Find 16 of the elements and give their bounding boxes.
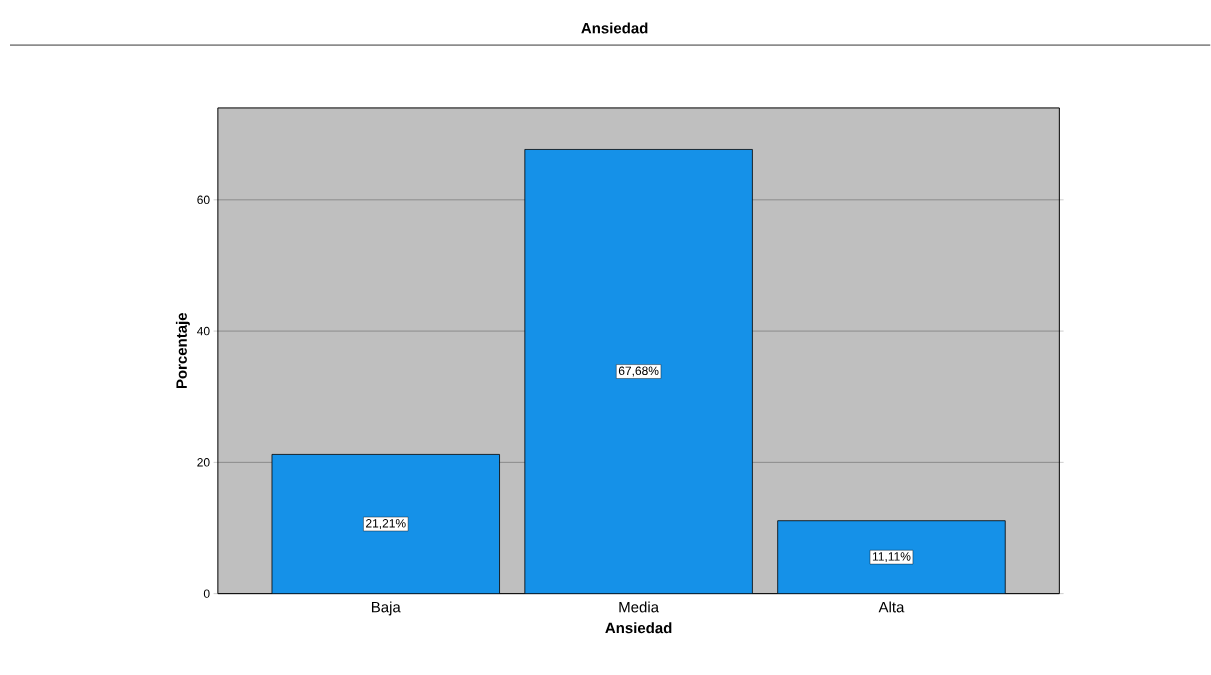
y-tick-label: 40: [197, 327, 210, 336]
y-axis-title: Porcentaje: [175, 313, 190, 389]
chart-title: Ansiedad: [581, 22, 648, 34]
data-label: 21,21%: [366, 519, 406, 530]
x-tick-label: Alta: [878, 601, 905, 613]
data-label: 67,68%: [618, 366, 659, 377]
x-tick-label: Media: [619, 601, 660, 613]
bar: [777, 520, 1006, 594]
data-label: 11,11%: [872, 552, 911, 563]
x-tick-label: Baja: [371, 601, 401, 616]
bar: [524, 149, 753, 594]
y-tick-label: 0: [203, 589, 210, 599]
x-axis-title: Ansiedad: [605, 622, 672, 634]
y-tick-label: 20: [197, 458, 210, 467]
bar: [271, 454, 500, 594]
y-tick-label: 60: [197, 195, 210, 205]
